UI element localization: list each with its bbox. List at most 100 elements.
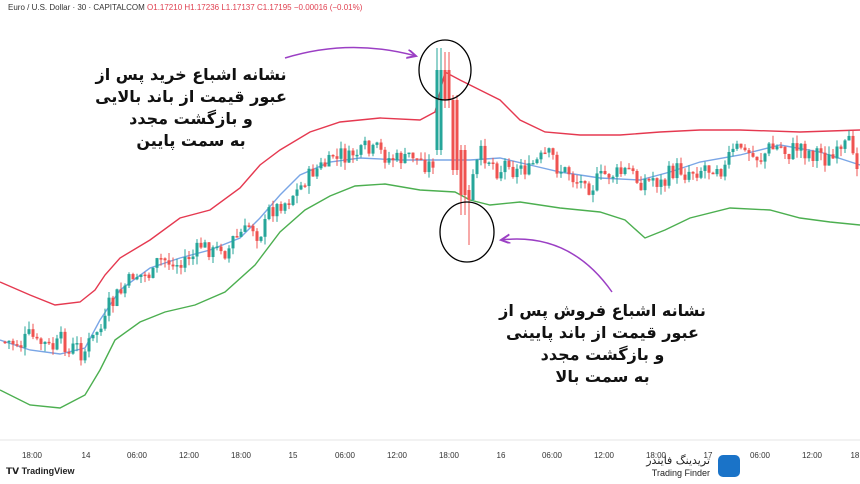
candle-body	[119, 289, 123, 294]
candle-body	[487, 162, 491, 164]
overbought-note-line-4: به سمت پایین	[136, 131, 246, 150]
x-tick-label: 14	[82, 451, 91, 460]
candle-body	[123, 285, 127, 294]
candle-body	[547, 148, 551, 153]
candle-body	[351, 150, 355, 156]
candle-body	[543, 152, 547, 155]
candle-body	[731, 148, 735, 153]
candle-body	[171, 264, 175, 267]
candle-body	[799, 143, 803, 151]
candle-body	[495, 163, 499, 179]
x-tick-label: 16	[497, 451, 506, 460]
candle-body	[63, 331, 67, 353]
candle-body	[355, 154, 359, 157]
candle-body	[427, 161, 431, 173]
candle-body	[107, 297, 111, 316]
candle-body	[575, 182, 579, 184]
x-tick-label: 18:	[850, 451, 860, 460]
candle-body	[279, 204, 283, 211]
overbought-note-line-3: و بازگشت مجدد	[129, 109, 253, 128]
high-value: H1.17236	[184, 3, 220, 12]
candle-body	[579, 180, 583, 183]
candle-body	[239, 231, 243, 237]
candle-body	[755, 156, 759, 161]
candle-body	[435, 70, 439, 150]
candle-body	[463, 150, 467, 195]
candle-body	[491, 162, 495, 164]
x-tick-label: 12:00	[594, 451, 615, 460]
candle-body	[639, 182, 643, 191]
candle-body	[75, 343, 79, 345]
candle-body	[203, 242, 207, 248]
candle-body	[399, 152, 403, 164]
candle-body	[515, 168, 519, 178]
candle-body	[363, 140, 367, 146]
oversold-circle	[439, 201, 495, 263]
candle-body	[611, 176, 615, 179]
x-tick-label: 17	[704, 451, 713, 460]
candle-body	[655, 178, 659, 187]
candle-body	[835, 146, 839, 159]
candle-body	[67, 352, 71, 354]
top-arrow	[284, 46, 416, 58]
candle-body	[587, 183, 591, 195]
candle-body	[467, 190, 471, 200]
candle-body	[531, 163, 535, 165]
candle-body	[811, 150, 815, 161]
candle-body	[571, 174, 575, 183]
x-tick-label: 06:00	[542, 451, 563, 460]
change-value: −0.00016 (−0.01%)	[293, 3, 363, 12]
candle-body	[431, 161, 435, 168]
candle-body	[391, 158, 395, 161]
candle-body	[635, 171, 639, 183]
candle-body	[299, 185, 303, 190]
candle-body	[831, 154, 835, 159]
x-tick-label: 06:00	[127, 451, 148, 460]
candle-body	[499, 172, 503, 179]
candle-body	[647, 178, 651, 181]
candle-body	[139, 274, 143, 277]
candle-body	[535, 159, 539, 164]
candle-body	[215, 246, 219, 249]
candle-body	[607, 174, 611, 178]
candle-body	[291, 195, 295, 205]
candle-body	[319, 162, 323, 169]
candle-body	[95, 332, 99, 335]
candle-body	[483, 145, 487, 164]
candle-body	[59, 331, 63, 339]
candle-body	[423, 159, 427, 173]
candle-body	[331, 154, 335, 157]
candle-body	[103, 315, 107, 329]
candle-body	[7, 340, 11, 343]
candle-body	[167, 260, 171, 265]
oversold-note: نشانه اشباع فروش پس از عبور قیمت از باند…	[495, 300, 710, 388]
candle-body	[451, 100, 455, 170]
candle-body	[419, 158, 423, 161]
candle-body	[83, 351, 87, 361]
candle-body	[287, 203, 291, 205]
candle-body	[527, 163, 531, 175]
candle-body	[327, 154, 331, 167]
x-tick-label: 12:00	[387, 451, 408, 460]
candle-body	[247, 225, 251, 227]
x-tick-label: 12:00	[179, 451, 200, 460]
candle-body	[643, 178, 647, 191]
candle-body	[359, 145, 363, 155]
tradingview-icon: 𝗧𝗩	[6, 466, 22, 476]
candle-body	[255, 231, 259, 241]
candle-body	[243, 225, 247, 232]
candle-body	[411, 152, 415, 159]
candle-body	[519, 165, 523, 169]
candle-body	[199, 242, 203, 248]
candle-body	[651, 178, 655, 181]
candle-body	[627, 167, 631, 170]
candle-body	[19, 345, 23, 348]
candle-body	[271, 207, 275, 217]
candle-body	[3, 341, 7, 344]
candle-body	[783, 146, 787, 154]
candle-body	[631, 168, 635, 172]
candle-body	[447, 70, 451, 100]
candle-body	[847, 135, 851, 141]
candle-body	[259, 236, 263, 241]
candle-body	[147, 274, 151, 278]
